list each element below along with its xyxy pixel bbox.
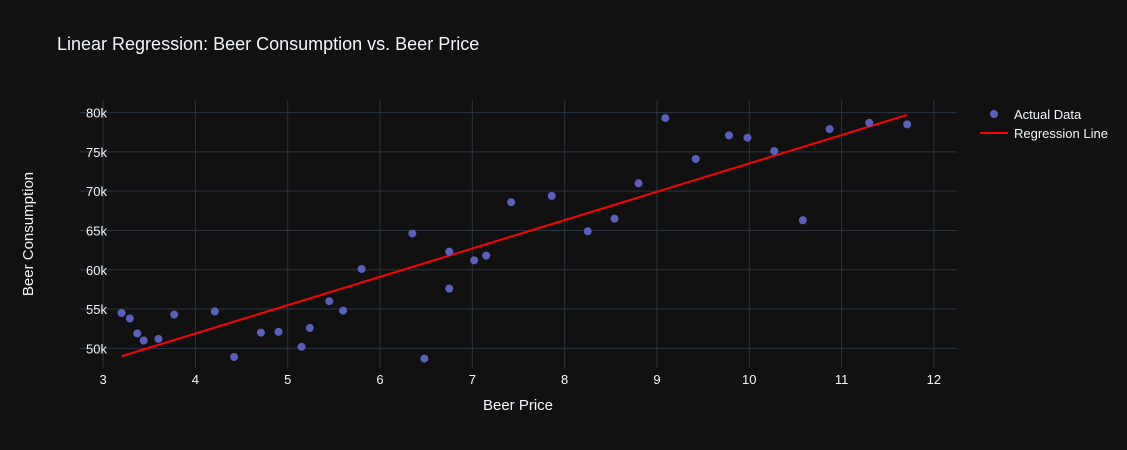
legend-item[interactable]: Regression Line [980,126,1108,141]
y-axis-label: Beer Consumption [20,172,37,296]
legend-marker-swatch [990,110,998,118]
data-point [325,297,334,306]
data-point [139,336,148,345]
y-tick-label: 60k [86,263,107,278]
data-point [770,147,779,156]
data-point [357,264,366,273]
data-point [903,120,912,129]
x-tick-label: 5 [284,372,291,387]
y-tick-label: 50k [86,341,107,356]
data-point [133,329,142,338]
legend-label: Regression Line [1014,126,1108,141]
data-point [117,308,126,317]
data-point [210,307,219,316]
legend-label: Actual Data [1014,107,1082,122]
grid-lines [80,100,957,368]
data-point [470,256,479,265]
data-point [634,179,643,188]
x-tick-label: 4 [192,372,199,387]
x-tick-label: 12 [927,372,941,387]
legend-item[interactable]: Actual Data [990,107,1082,122]
y-tick-label: 65k [86,223,107,238]
data-point [445,247,454,256]
data-point [583,227,592,236]
y-tick-label: 75k [86,145,107,160]
x-tick-label: 7 [469,372,476,387]
data-points [117,114,912,363]
legend[interactable]: Actual Data Regression Line [980,107,1108,141]
data-point [482,251,491,260]
x-tick-label: 6 [376,372,383,387]
data-point [170,310,179,319]
data-point [274,327,283,336]
data-point [724,131,733,140]
x-tick-label: 11 [835,372,849,387]
data-point [691,154,700,163]
data-point [125,314,134,323]
data-point [865,118,874,127]
data-point [256,328,265,337]
data-point [297,342,306,351]
data-point [661,114,670,123]
y-tick-label: 80k [86,106,107,121]
data-point [547,191,556,200]
y-tick-label: 55k [86,302,107,317]
data-point [825,125,834,134]
regression-line [121,113,908,358]
x-tick-label: 9 [653,372,660,387]
data-point [420,354,429,363]
y-tick-label: 70k [86,184,107,199]
data-point [305,323,314,332]
x-tick-label: 8 [561,372,568,387]
x-axis-label: Beer Price [483,397,553,414]
data-point [445,284,454,293]
data-point [154,334,163,343]
chart-title: Linear Regression: Beer Consumption vs. … [57,34,479,54]
data-point [798,216,807,225]
data-point [230,352,239,361]
regression-line-layer [121,113,908,358]
data-point [507,198,516,207]
data-point [408,229,417,238]
x-tick-label: 10 [742,372,756,387]
data-point [743,133,752,142]
data-point [610,214,619,223]
axis-ticks: 3 4 5 6 7 8 9 10 11 12 50k 55k 60k 65k 70k 75k 80k [86,106,941,387]
x-tick-label: 3 [99,372,106,387]
data-point [339,306,348,315]
